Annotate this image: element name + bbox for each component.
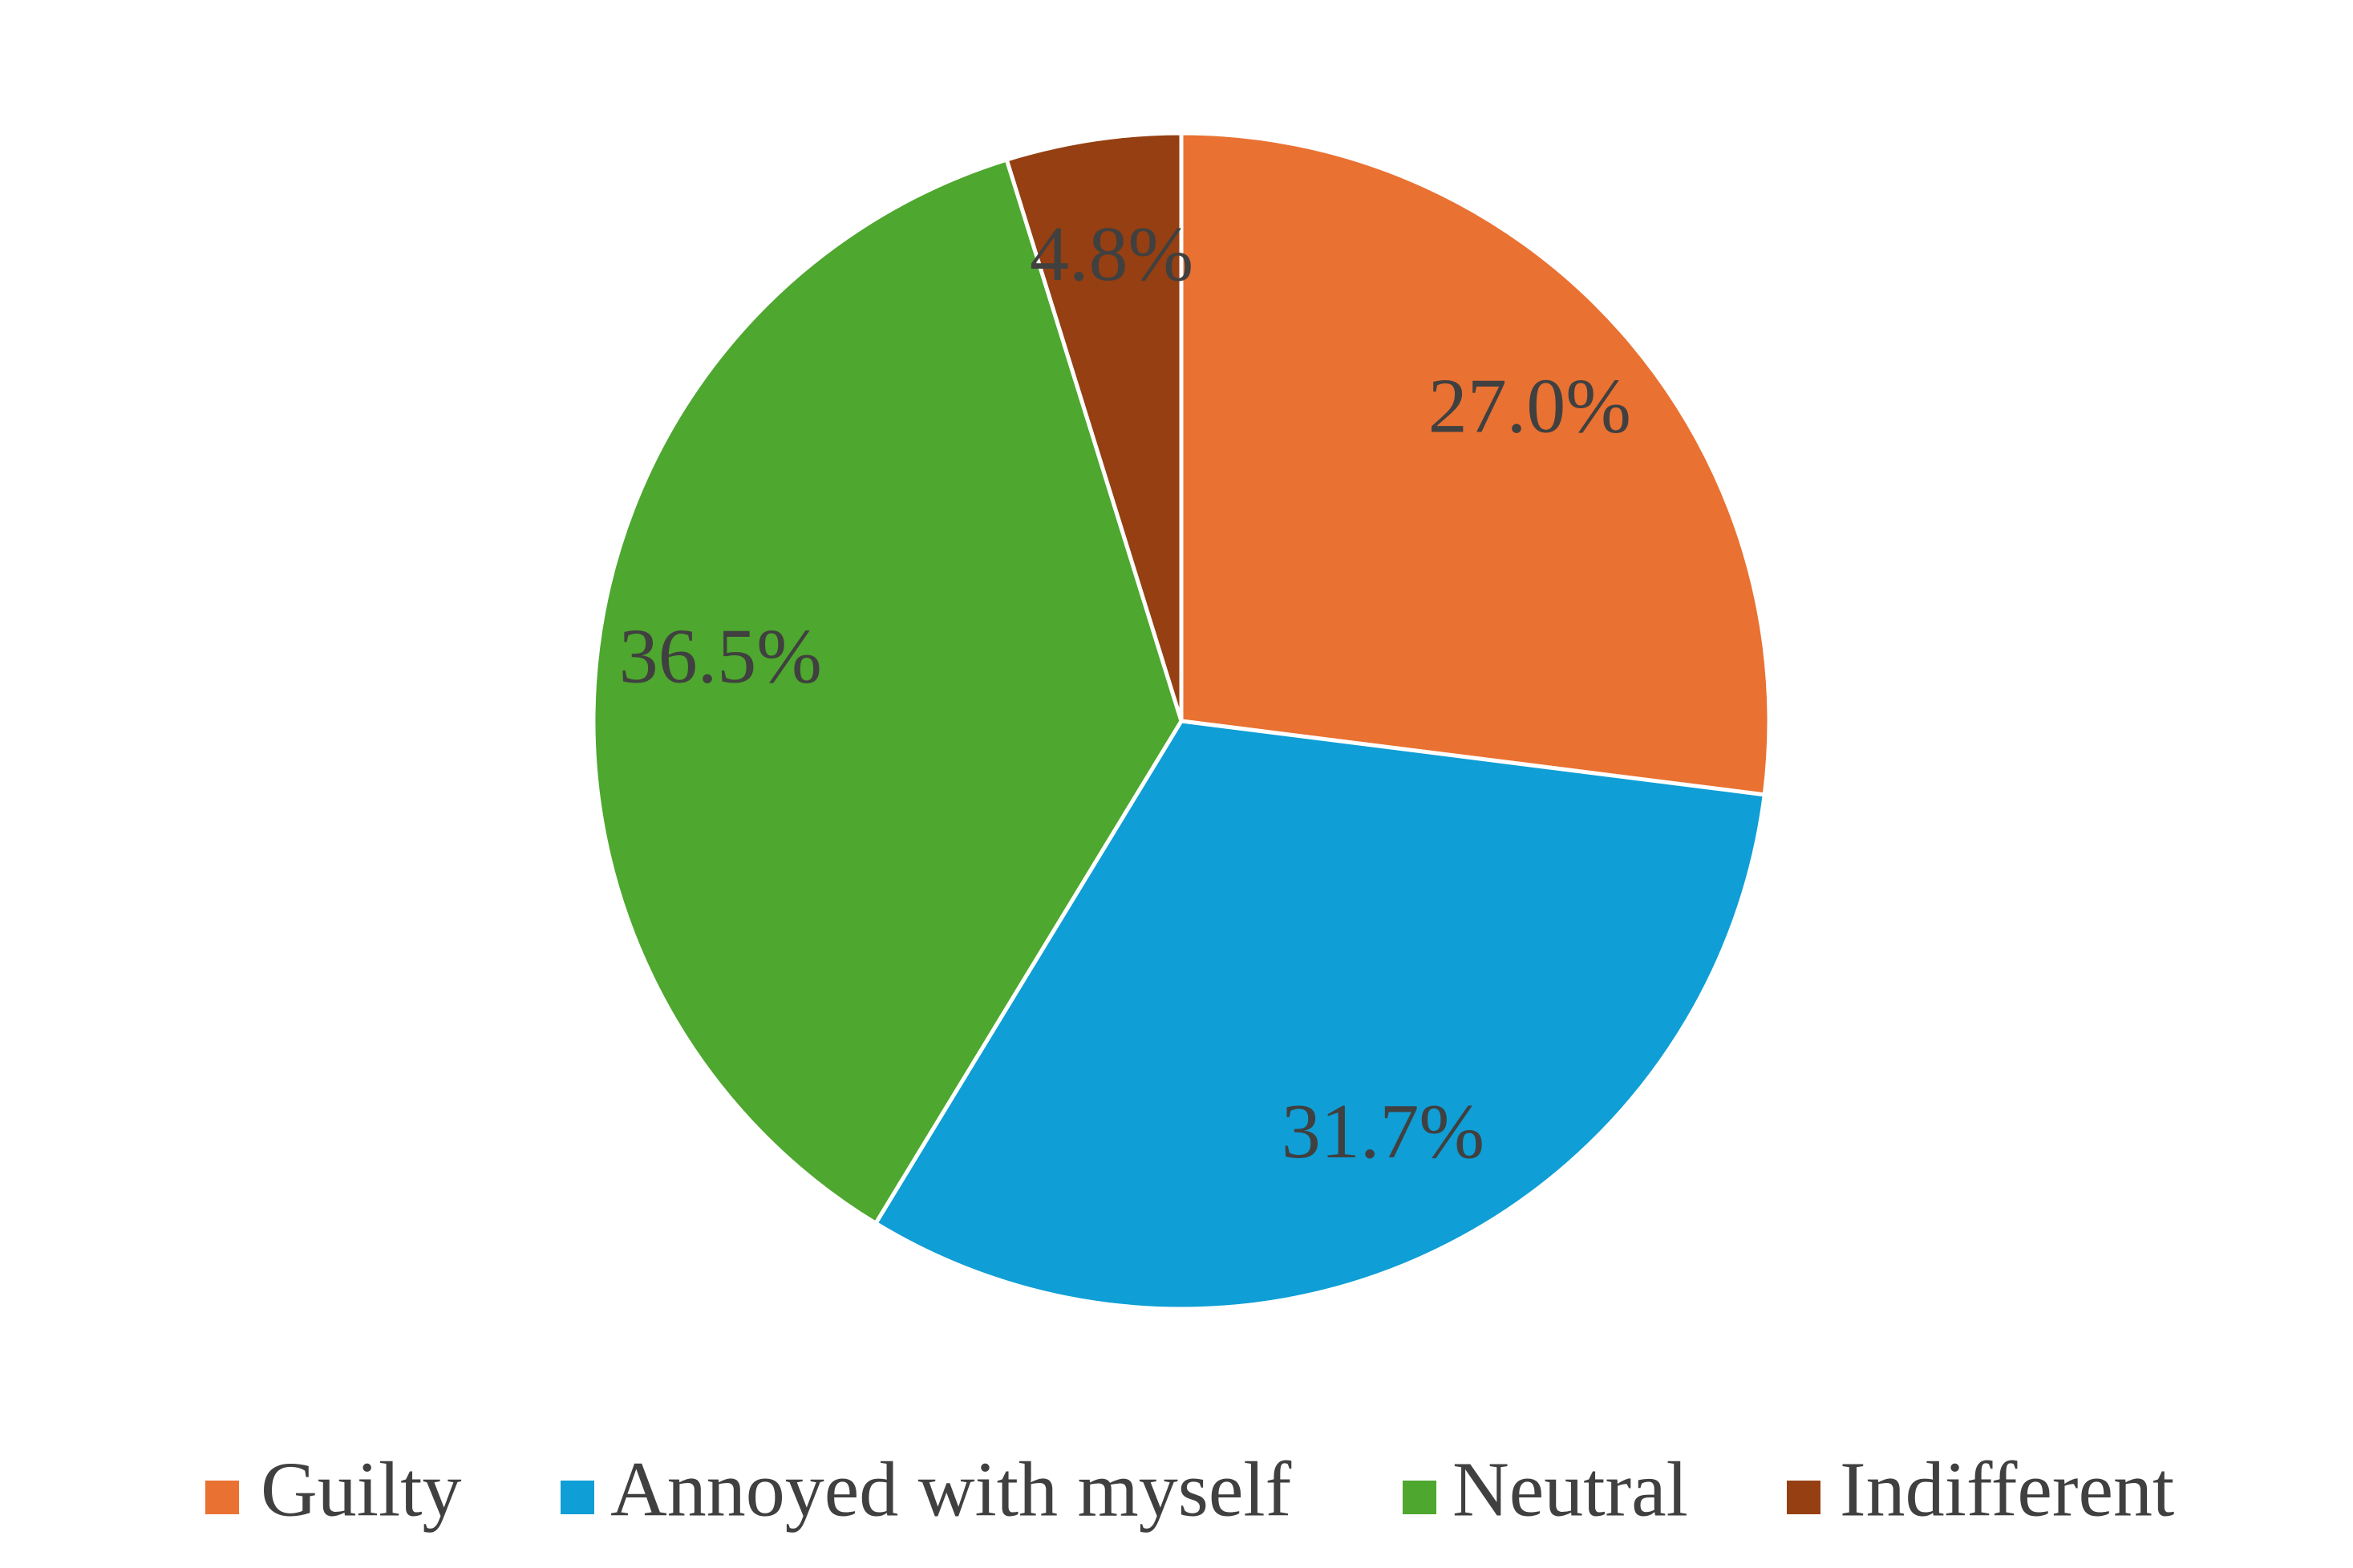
legend-label: Guilty [261, 1446, 461, 1533]
legend-label: Neutral [1452, 1446, 1688, 1533]
pie-slice [873, 719, 1768, 1311]
legend-swatch [561, 1481, 594, 1514]
pie-slice [591, 156, 1184, 1226]
legend-label: Indifferent [1840, 1446, 2174, 1533]
legend-swatch [1787, 1481, 1820, 1514]
data-label: 4.8% [1030, 211, 1193, 298]
pie-slice [1004, 131, 1184, 722]
data-label: 27.0% [1428, 363, 1631, 450]
legend-swatch [205, 1481, 239, 1514]
data-label: 36.5% [619, 614, 822, 700]
legend-swatch [1403, 1481, 1436, 1514]
pie-slice [1179, 131, 1772, 797]
legend-label: Annoyed with myself [610, 1446, 1292, 1533]
data-label: 31.7% [1282, 1088, 1484, 1175]
